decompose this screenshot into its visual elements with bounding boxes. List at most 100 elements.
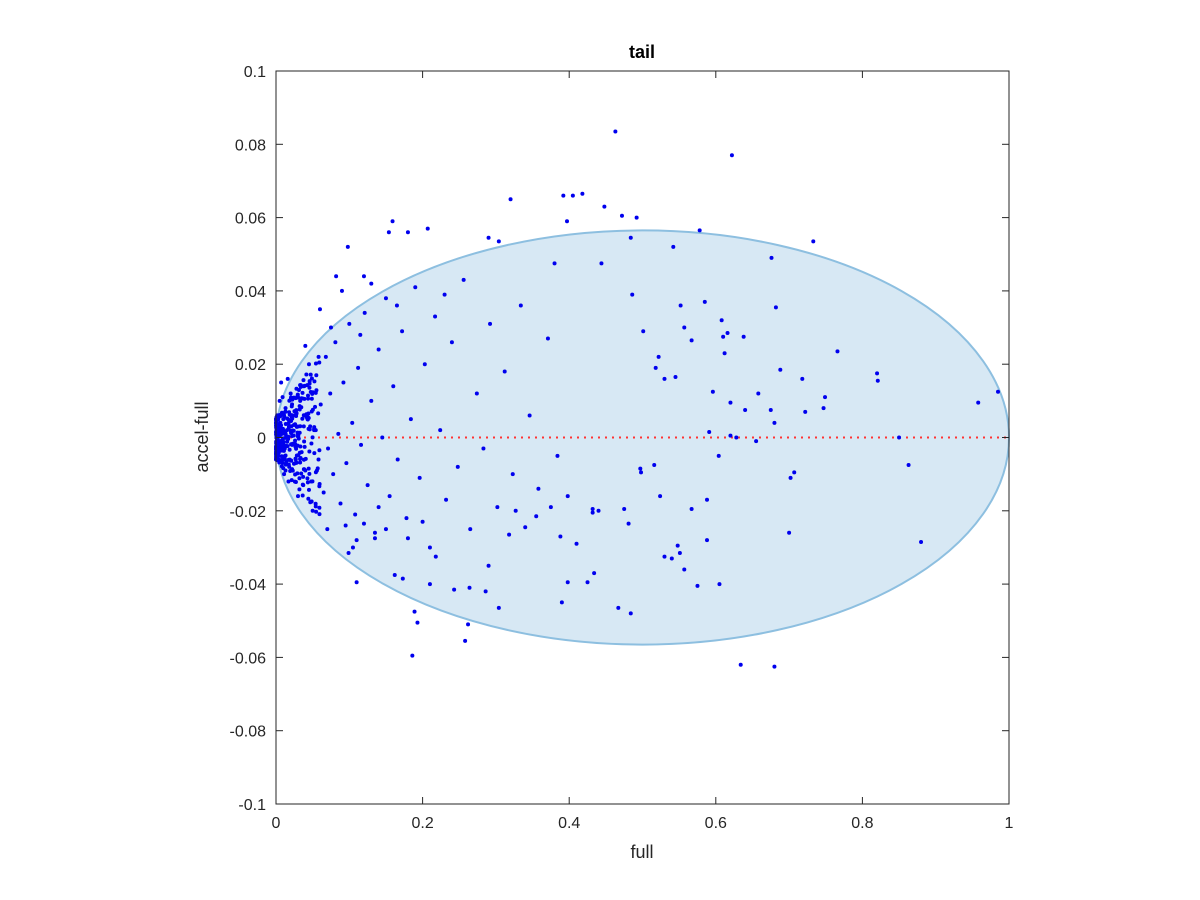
y-tick-label: -0.06	[230, 650, 267, 667]
data-point	[358, 332, 363, 337]
data-point	[548, 505, 553, 510]
data-point	[308, 372, 313, 377]
data-point	[293, 396, 298, 401]
plot-area	[274, 129, 1010, 669]
data-point	[287, 447, 292, 452]
data-point	[422, 362, 427, 367]
data-point	[444, 497, 449, 502]
data-point	[282, 443, 287, 448]
data-point	[725, 331, 730, 336]
data-point	[722, 351, 727, 356]
data-point	[313, 361, 318, 366]
data-point	[580, 191, 585, 196]
data-point	[292, 479, 297, 484]
data-point	[555, 453, 560, 458]
data-point	[466, 622, 471, 627]
data-point	[312, 425, 317, 430]
data-point	[316, 411, 321, 416]
data-point	[376, 347, 381, 352]
data-point	[652, 462, 657, 467]
data-point	[316, 354, 321, 359]
data-point	[778, 367, 783, 372]
data-point	[507, 532, 512, 537]
data-point	[286, 421, 291, 426]
data-point	[289, 395, 294, 400]
data-point	[313, 404, 318, 409]
data-point	[297, 407, 302, 412]
y-tick-label: -0.08	[230, 724, 267, 741]
data-point	[772, 420, 777, 425]
data-point	[653, 365, 658, 370]
y-tick-label: 0.02	[235, 357, 266, 374]
data-point	[662, 554, 667, 559]
data-point	[811, 239, 816, 244]
data-point	[365, 483, 370, 488]
data-point	[285, 376, 290, 381]
data-point	[305, 480, 310, 485]
data-point	[286, 462, 291, 467]
data-point	[312, 451, 317, 456]
data-point	[298, 424, 303, 429]
data-point	[286, 425, 291, 430]
data-point	[662, 376, 667, 381]
data-point	[773, 305, 778, 310]
data-point	[412, 609, 417, 614]
data-point	[372, 536, 377, 541]
chart-title: tail	[629, 42, 655, 62]
data-point	[294, 411, 299, 416]
data-point	[336, 431, 341, 436]
data-point	[405, 536, 410, 541]
data-point	[702, 299, 707, 304]
data-point	[400, 576, 405, 581]
data-point	[394, 303, 399, 308]
data-point	[285, 416, 290, 421]
data-point	[408, 417, 413, 422]
data-point	[297, 487, 302, 492]
data-point	[300, 493, 305, 498]
data-point	[689, 506, 694, 511]
data-point	[293, 456, 298, 461]
data-point	[390, 219, 395, 224]
data-point	[328, 325, 333, 330]
x-tick-label: 0.8	[851, 815, 873, 832]
data-point	[306, 396, 311, 401]
data-point	[369, 281, 374, 286]
data-point	[304, 372, 309, 377]
data-point	[468, 527, 473, 532]
data-point	[675, 543, 680, 548]
data-point	[299, 396, 304, 401]
data-point	[545, 336, 550, 341]
data-point	[613, 129, 618, 134]
data-point	[638, 466, 643, 471]
data-point	[875, 371, 880, 376]
data-point	[486, 235, 491, 240]
data-point	[307, 471, 312, 476]
data-point	[276, 453, 281, 458]
data-point	[286, 479, 291, 484]
data-point	[495, 505, 500, 510]
data-point	[552, 261, 557, 266]
data-point	[277, 398, 282, 403]
data-point	[823, 395, 828, 400]
data-point	[354, 580, 359, 585]
data-point	[619, 213, 624, 218]
data-point	[297, 476, 302, 481]
data-point	[565, 219, 570, 224]
data-point	[628, 235, 633, 240]
data-point	[307, 449, 312, 454]
data-point	[534, 514, 539, 519]
data-point	[305, 476, 310, 481]
data-point	[596, 508, 601, 513]
scatter-points	[274, 129, 1001, 669]
data-point	[561, 193, 566, 198]
data-point	[413, 285, 418, 290]
data-point	[678, 303, 683, 308]
x-tick-label: 0.2	[411, 815, 433, 832]
data-point	[333, 340, 338, 345]
data-point	[788, 475, 793, 480]
data-point	[306, 393, 311, 398]
x-tick-label: 1	[1005, 815, 1014, 832]
data-point	[326, 446, 331, 451]
data-point	[301, 424, 306, 429]
